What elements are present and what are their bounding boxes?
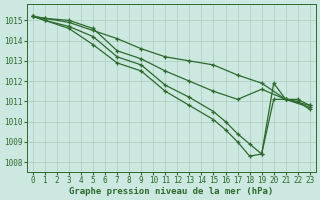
X-axis label: Graphe pression niveau de la mer (hPa): Graphe pression niveau de la mer (hPa) xyxy=(69,187,274,196)
